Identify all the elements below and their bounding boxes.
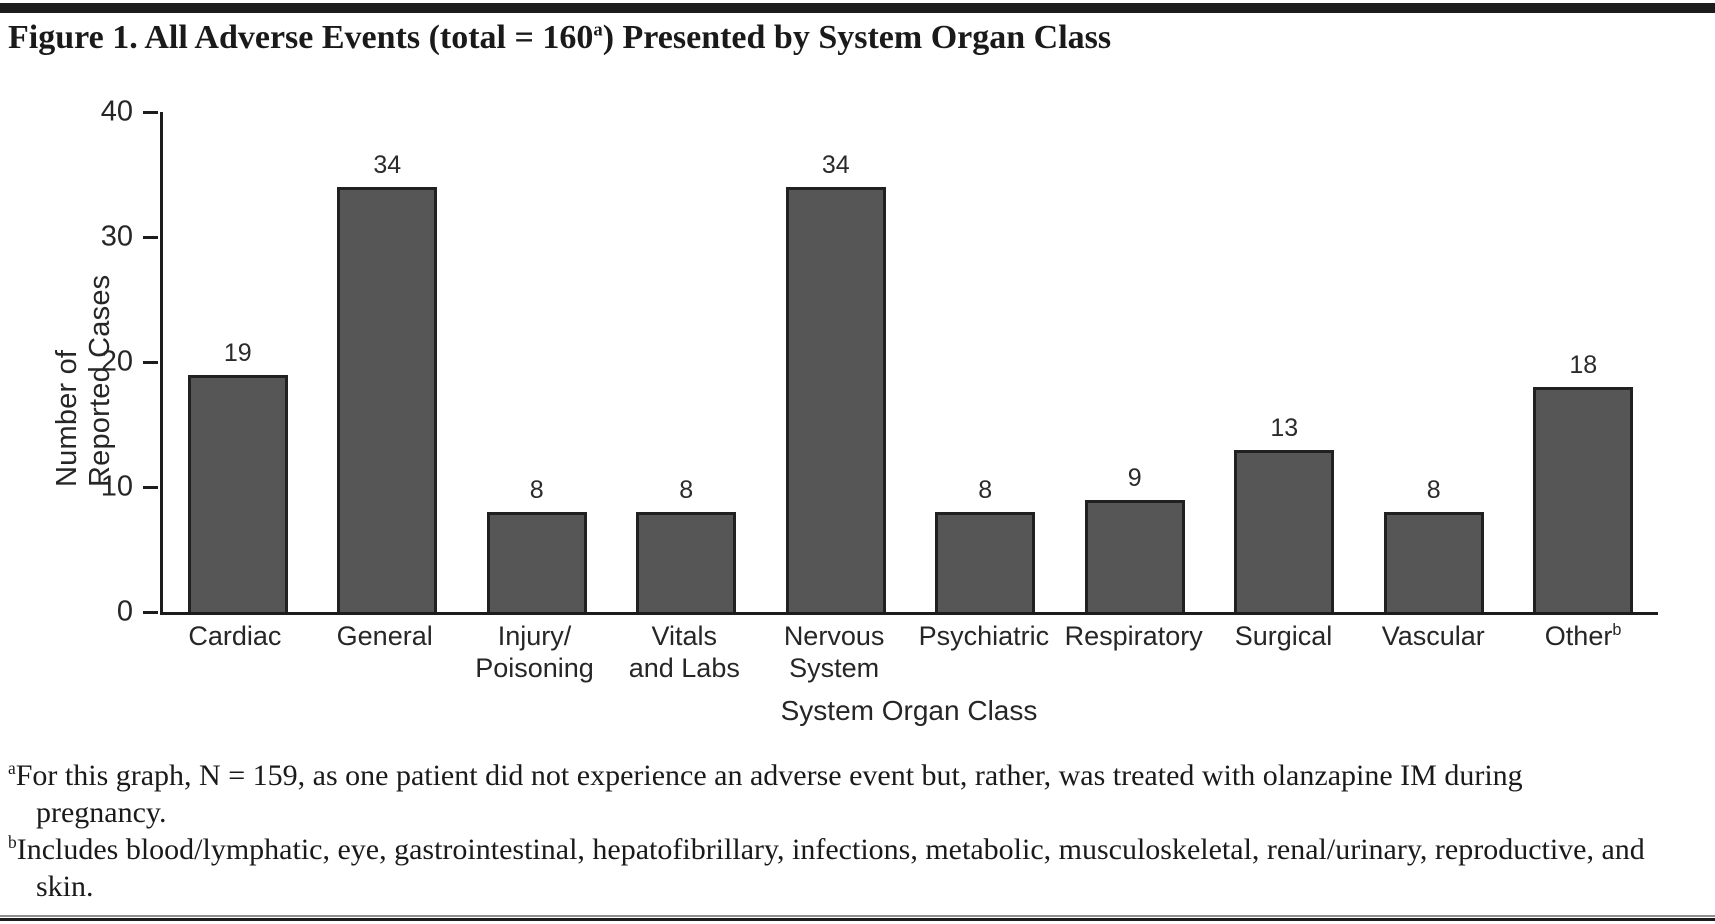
bar-slot: 34 bbox=[761, 112, 911, 612]
footnote-b: bIncludes blood/lymphatic, eye, gastroin… bbox=[8, 832, 1660, 906]
bar-value-label: 8 bbox=[1426, 476, 1441, 504]
y-tick-mark bbox=[143, 111, 158, 114]
y-tick-mark bbox=[143, 486, 158, 489]
bar bbox=[785, 187, 886, 612]
category-label: Nervous System bbox=[783, 621, 885, 683]
bar-slot: 34 bbox=[313, 112, 463, 612]
footnote-b-text: Includes blood/lymphatic, eye, gastroint… bbox=[16, 832, 1645, 903]
bar-value-label: 8 bbox=[679, 476, 694, 504]
footnotes: aFor this graph, N = 159, as one patient… bbox=[8, 758, 1660, 906]
bar-slot: 9 bbox=[1060, 112, 1210, 612]
bar bbox=[1383, 512, 1484, 612]
bar-value-label: 8 bbox=[978, 476, 993, 504]
y-tick-label: 20 bbox=[100, 345, 133, 378]
category-label: Vitals and Labs bbox=[628, 621, 740, 683]
y-tick-label: 30 bbox=[100, 220, 133, 253]
category-label: Psychiatric bbox=[918, 621, 1050, 651]
category-label: Cardiac bbox=[188, 621, 282, 651]
figure-title: Figure 1. All Adverse Events (total = 16… bbox=[8, 18, 1707, 59]
bar-slot: 8 bbox=[911, 112, 1061, 612]
bar-value-label: 13 bbox=[1270, 413, 1299, 442]
category-label: Injury/ Poisoning bbox=[475, 621, 594, 683]
bar-value-label: 19 bbox=[223, 338, 252, 367]
category-label: Surgical bbox=[1234, 621, 1333, 651]
bar-slot: 13 bbox=[1210, 112, 1360, 612]
figure-title-suffix: ) Presented by System Organ Class bbox=[602, 19, 1112, 56]
footnote-b-superscript: b bbox=[8, 831, 17, 852]
category-label-superscript: b bbox=[1612, 621, 1622, 639]
bar bbox=[1533, 387, 1634, 612]
category-label: Vascular bbox=[1381, 621, 1485, 651]
y-tick-mark bbox=[143, 361, 158, 364]
top-divider-rule bbox=[0, 3, 1715, 13]
y-tick-label: 40 bbox=[100, 95, 133, 128]
y-tick-mark bbox=[143, 236, 158, 239]
bottom-divider-rule-gray bbox=[0, 915, 1715, 917]
footnote-a-text: For this graph, N = 159, as one patient … bbox=[15, 759, 1523, 829]
bar-value-label: 9 bbox=[1127, 463, 1142, 492]
x-axis-title: System Organ Class bbox=[780, 695, 1038, 726]
bar bbox=[187, 374, 288, 612]
category-label: General bbox=[336, 621, 433, 651]
footnote-a-superscript: a bbox=[8, 758, 16, 778]
y-tick-mark bbox=[143, 611, 158, 614]
y-tick-label: 10 bbox=[100, 470, 133, 503]
bar-slot: 8 bbox=[1359, 112, 1509, 612]
bar bbox=[1084, 499, 1185, 612]
y-axis-ticks: 0 10 20 30 40 bbox=[101, 96, 1658, 628]
bar bbox=[636, 512, 737, 612]
bar-value-label: 8 bbox=[529, 476, 544, 504]
bars: 19 34 8 8 34 8 9 13 8 18 bbox=[163, 112, 1658, 612]
bar-slot: 18 bbox=[1509, 112, 1659, 612]
bar bbox=[486, 512, 587, 612]
x-axis-labels: Cardiac General Injury/ Poisoning Vitals an… bbox=[160, 621, 1658, 685]
bar-value-label: 34 bbox=[821, 151, 850, 179]
category-label: Respiratory bbox=[1064, 621, 1203, 651]
y-tick-label: 0 bbox=[116, 595, 133, 628]
footnote-a: aFor this graph, N = 159, as one patient… bbox=[8, 758, 1660, 832]
bar bbox=[337, 187, 438, 612]
bar-value-label: 18 bbox=[1569, 351, 1598, 379]
figure-title-superscript: a bbox=[593, 19, 603, 41]
bar-slot: 8 bbox=[462, 112, 612, 612]
bar bbox=[1234, 449, 1335, 612]
figure-title-prefix: Figure 1. All Adverse Events (total = 16… bbox=[8, 19, 594, 56]
bar bbox=[935, 512, 1036, 612]
bar-slot: 8 bbox=[612, 112, 762, 612]
category-label: Otherb bbox=[1544, 621, 1622, 651]
bottom-divider-rule-dark bbox=[0, 918, 1715, 921]
bar-slot: 19 bbox=[163, 112, 313, 612]
bar-chart-plot-area: Number of Reported Cases 0 10 20 30 40 19 34 8… bbox=[51, 96, 1658, 628]
bar-value-label: 34 bbox=[373, 151, 402, 179]
